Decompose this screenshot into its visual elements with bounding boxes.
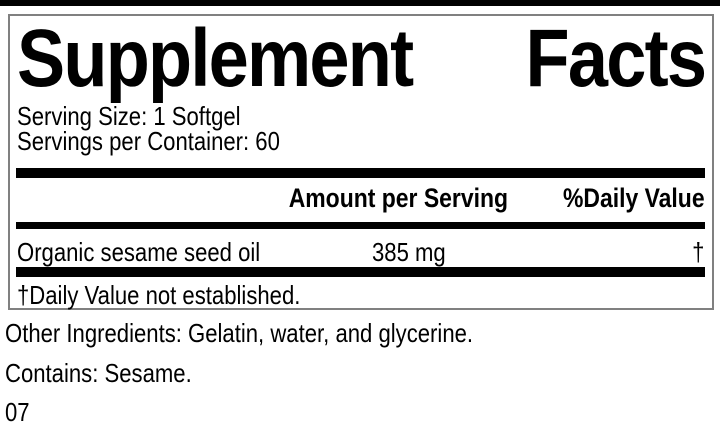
- contains-text: Contains: Sesame.: [5, 358, 192, 388]
- column-header-daily-value: %Daily Value: [563, 183, 705, 213]
- footnote-text: †Daily Value not established.: [17, 280, 301, 310]
- separator-bar-thick-bottom: [16, 267, 705, 277]
- title-word-supplement: Supplement: [17, 13, 414, 104]
- supplement-facts-box: [8, 14, 714, 310]
- separator-bar-thick-top: [16, 168, 705, 178]
- top-accent-bar: [0, 0, 720, 6]
- supplement-facts-title: Supplement Facts: [17, 13, 707, 104]
- other-ingredients-text: Other Ingredients: Gelatin, water, and g…: [5, 318, 474, 348]
- ingredient-name: Organic sesame seed oil: [17, 237, 261, 267]
- servings-per-container-text: Servings per Container: 60: [17, 126, 280, 156]
- title-word-facts: Facts: [525, 13, 706, 104]
- ingredient-daily-value-dagger: †: [691, 237, 704, 267]
- column-header-amount: Amount per Serving: [288, 183, 508, 213]
- ingredient-amount: 385 mg: [372, 237, 446, 267]
- serving-size-text: Serving Size: 1 Softgel: [17, 101, 241, 131]
- product-code: 07: [5, 397, 30, 427]
- separator-bar-header: [16, 222, 705, 229]
